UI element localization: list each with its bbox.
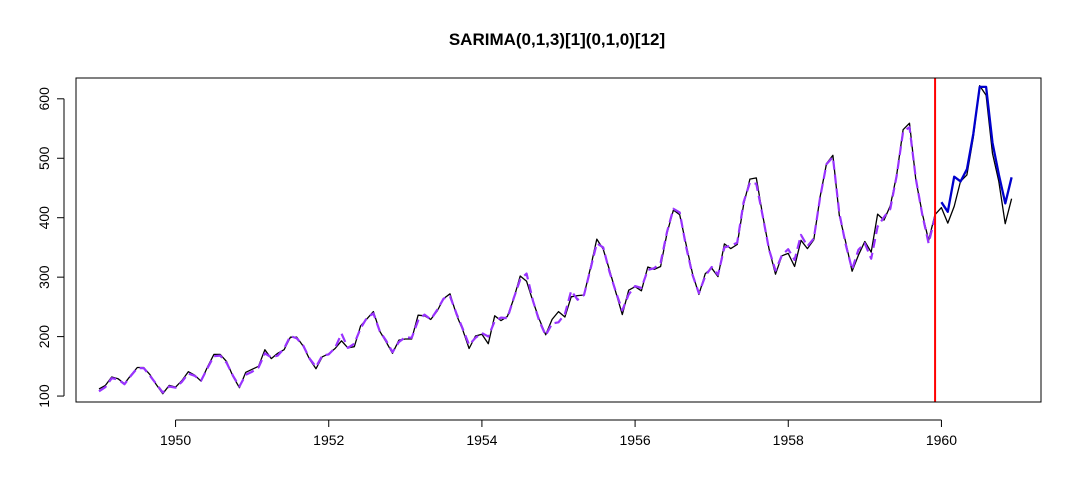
axes: 1950 1952 1954 1956 1958 1960 100 200 300 400 500 6… <box>36 77 1042 448</box>
y-tick-label: 600 <box>36 87 52 111</box>
plot-frame <box>75 77 1042 403</box>
x-tick-label: 1958 <box>773 432 804 448</box>
y-tick-label: 200 <box>36 325 52 349</box>
x-tick-label: 1950 <box>160 432 191 448</box>
x-tick-label: 1956 <box>620 432 651 448</box>
forecast-series-line <box>940 85 1013 213</box>
y-tick-label: 500 <box>36 146 52 170</box>
x-tick-label: 1954 <box>466 432 497 448</box>
y-tick-label: 100 <box>36 384 52 408</box>
x-tick-label: 1960 <box>926 432 957 448</box>
y-tick-label: 300 <box>36 265 52 289</box>
plot-area <box>98 78 1013 402</box>
chart-title: SARIMA(0,1,3)[1](0,1,0)[12] <box>449 30 665 49</box>
actual-series-line <box>98 85 1013 395</box>
fitted-series-line <box>98 126 937 394</box>
x-tick-label: 1952 <box>313 432 344 448</box>
y-tick-label: 400 <box>36 206 52 230</box>
